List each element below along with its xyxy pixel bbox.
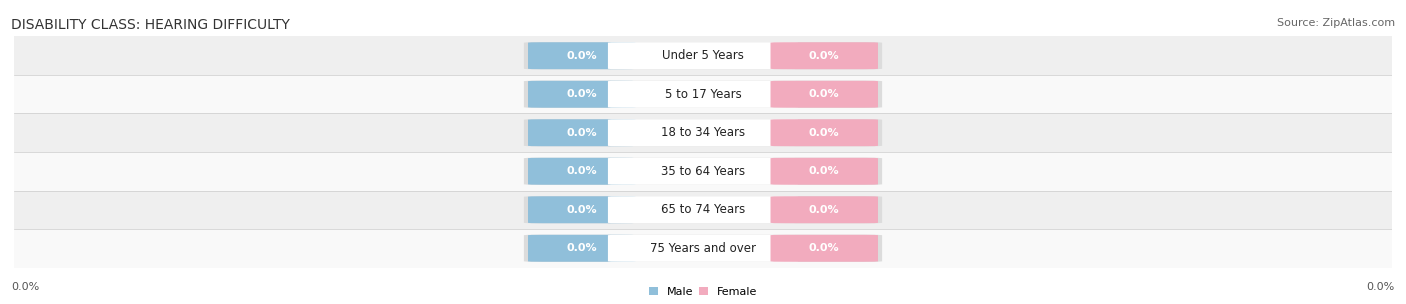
FancyBboxPatch shape [607, 158, 799, 185]
FancyBboxPatch shape [524, 119, 882, 146]
Text: 0.0%: 0.0% [808, 128, 839, 138]
FancyBboxPatch shape [770, 158, 877, 185]
FancyBboxPatch shape [524, 81, 882, 108]
FancyBboxPatch shape [770, 81, 877, 108]
FancyBboxPatch shape [770, 235, 877, 262]
Text: 75 Years and over: 75 Years and over [650, 242, 756, 255]
Text: Source: ZipAtlas.com: Source: ZipAtlas.com [1277, 18, 1395, 28]
FancyBboxPatch shape [524, 158, 882, 185]
FancyBboxPatch shape [524, 196, 882, 223]
FancyBboxPatch shape [529, 158, 636, 185]
Text: Under 5 Years: Under 5 Years [662, 49, 744, 62]
Text: 5 to 17 Years: 5 to 17 Years [665, 88, 741, 101]
Text: 65 to 74 Years: 65 to 74 Years [661, 203, 745, 216]
FancyBboxPatch shape [529, 42, 636, 69]
Text: 0.0%: 0.0% [567, 166, 598, 176]
Text: 0.0%: 0.0% [567, 243, 598, 253]
Text: 0.0%: 0.0% [808, 166, 839, 176]
FancyBboxPatch shape [607, 196, 799, 223]
Text: 0.0%: 0.0% [808, 205, 839, 215]
Text: 0.0%: 0.0% [567, 51, 598, 61]
Text: 0.0%: 0.0% [567, 205, 598, 215]
Text: 35 to 64 Years: 35 to 64 Years [661, 165, 745, 178]
FancyBboxPatch shape [770, 119, 877, 146]
FancyBboxPatch shape [770, 196, 877, 223]
FancyBboxPatch shape [524, 42, 882, 69]
Text: 0.0%: 0.0% [808, 51, 839, 61]
FancyBboxPatch shape [529, 235, 636, 262]
Text: DISABILITY CLASS: HEARING DIFFICULTY: DISABILITY CLASS: HEARING DIFFICULTY [11, 18, 290, 32]
Text: 0.0%: 0.0% [567, 128, 598, 138]
FancyBboxPatch shape [529, 81, 636, 108]
Text: 0.0%: 0.0% [11, 282, 39, 292]
Bar [14, 113, 1392, 152]
FancyBboxPatch shape [607, 119, 799, 146]
FancyBboxPatch shape [607, 42, 799, 69]
Bar [14, 191, 1392, 229]
Legend: Male, Female: Male, Female [650, 286, 756, 297]
FancyBboxPatch shape [524, 235, 882, 262]
Text: 0.0%: 0.0% [808, 243, 839, 253]
FancyBboxPatch shape [770, 42, 877, 69]
FancyBboxPatch shape [607, 81, 799, 108]
Text: 0.0%: 0.0% [808, 89, 839, 99]
Bar [14, 229, 1392, 268]
FancyBboxPatch shape [529, 196, 636, 223]
Text: 18 to 34 Years: 18 to 34 Years [661, 126, 745, 139]
Bar [14, 152, 1392, 191]
FancyBboxPatch shape [529, 119, 636, 146]
Bar [14, 75, 1392, 113]
Text: 0.0%: 0.0% [567, 89, 598, 99]
FancyBboxPatch shape [607, 235, 799, 262]
Bar [14, 36, 1392, 75]
Text: 0.0%: 0.0% [1367, 282, 1395, 292]
